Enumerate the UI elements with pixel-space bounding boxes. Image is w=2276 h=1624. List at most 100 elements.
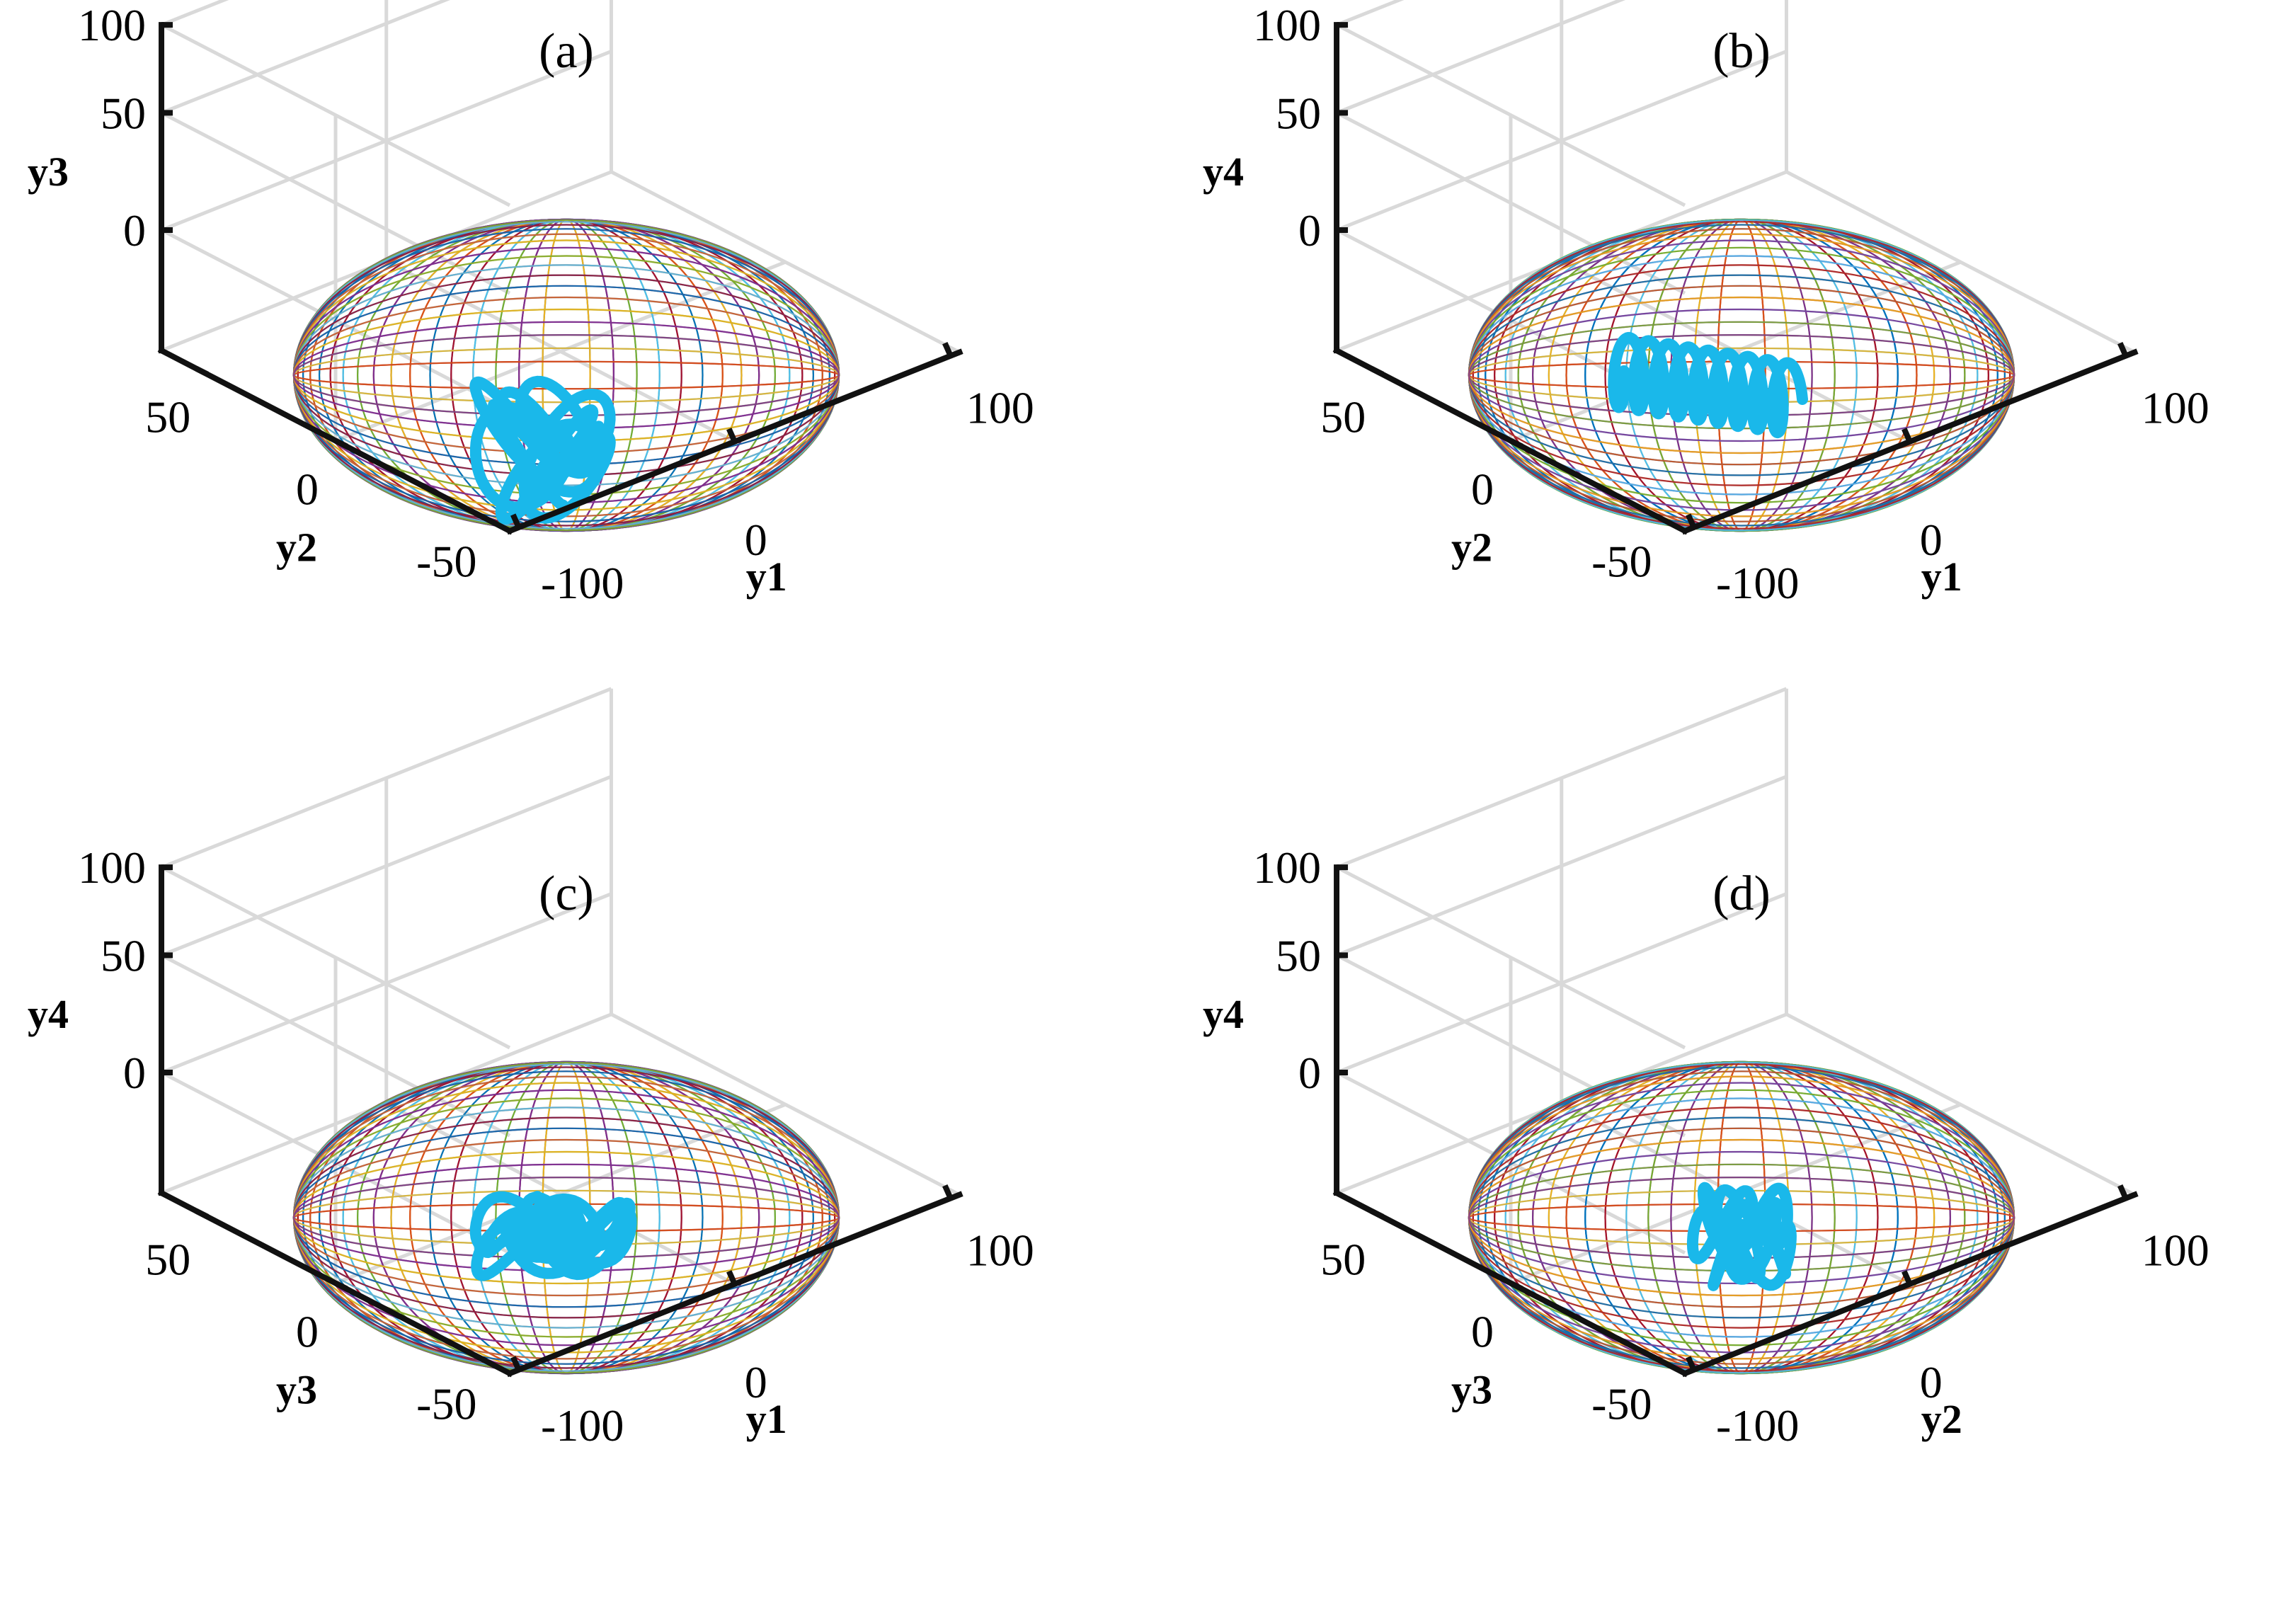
- y-tick-mark: [1370, 366, 1385, 377]
- y-tick-label: 50: [1320, 392, 1366, 442]
- x-tick-mark: [942, 1184, 954, 1200]
- y-tick-mark: [1509, 438, 1523, 450]
- y-tick-label: 50: [1320, 1235, 1366, 1285]
- wire-parallel: [292, 334, 840, 417]
- z-tick-label: 50: [101, 88, 146, 138]
- y-tick-mark: [474, 510, 488, 522]
- wire-parallel: [292, 360, 840, 390]
- x-tick-label: -100: [541, 1400, 624, 1451]
- x-tick-mark: [1902, 1270, 1913, 1286]
- y-axis-label: y3: [1451, 1367, 1492, 1413]
- y-tick-mark: [195, 366, 210, 377]
- trajectory-line: [469, 375, 616, 525]
- panel-title: (c): [539, 867, 594, 921]
- grid: [159, 0, 961, 444]
- y-tick-label: 50: [145, 392, 190, 442]
- y-tick-mark: [334, 1281, 348, 1292]
- x-tick-mark: [510, 1356, 522, 1371]
- y-tick-label: -50: [416, 1379, 476, 1429]
- z-axis-label: y4: [1203, 149, 1244, 195]
- axes: 100 50 0 50 0 -50 -100 0 100 y4 y3 y2: [1203, 842, 2209, 1451]
- x-axis-label: y2: [1921, 1396, 1962, 1442]
- z-tick-label: 100: [78, 0, 146, 50]
- z-axis-label: y4: [28, 991, 69, 1037]
- z-tick-label: 50: [1276, 88, 1321, 138]
- x-tick-label: 0: [745, 1357, 767, 1407]
- x-tick-label: 0: [1920, 1357, 1943, 1407]
- z-tick-label: 100: [1253, 842, 1321, 893]
- x-tick-label: 0: [745, 515, 767, 565]
- z-tick-label: 0: [1298, 1048, 1321, 1098]
- x-tick-mark: [726, 428, 738, 443]
- y-axis-line: [1332, 346, 1689, 535]
- x-tick-mark: [1686, 1356, 1697, 1371]
- ellipsoid-wireframe: [292, 1060, 840, 1375]
- panel-title: (d): [1712, 867, 1771, 921]
- y-tick-label: 0: [1471, 1307, 1494, 1357]
- y-axis-line: [1332, 1189, 1689, 1378]
- x-tick-mark: [2117, 342, 2129, 358]
- y-tick-mark: [195, 1208, 210, 1220]
- wire-meridian: [309, 218, 823, 532]
- z-tick-label: 100: [78, 842, 146, 893]
- panel-b: 100 50 0 50 0 -50 -100 0 100 y4 y2 y1 (b): [1203, 0, 2209, 608]
- ellipsoid-wireframe: [1468, 218, 2015, 532]
- x-tick-label: 0: [1920, 515, 1943, 565]
- x-tick-mark: [1902, 428, 1913, 443]
- y-tick-label: -50: [1591, 1379, 1652, 1429]
- x-tick-mark: [726, 1270, 738, 1286]
- y-tick-mark: [1370, 1208, 1385, 1220]
- trajectory-line: [469, 1191, 637, 1281]
- grid-line: [335, 260, 787, 442]
- wire-meridian: [429, 218, 704, 532]
- panel-title: (b): [1712, 24, 1771, 79]
- x-tick-label: -100: [541, 558, 624, 608]
- axes: 100 50 0 50 0 -50 -100 0 100 y3 y2 y1: [28, 0, 1034, 608]
- x-tick-mark: [2117, 1184, 2129, 1200]
- x-axis-label: y1: [746, 554, 787, 600]
- trajectory-line: [1608, 331, 1808, 439]
- z-tick-label: 0: [123, 205, 146, 256]
- wire-meridian: [309, 218, 823, 532]
- wire-meridian: [329, 218, 804, 532]
- y-tick-label: 0: [296, 1307, 319, 1357]
- y-tick-label: 0: [296, 464, 319, 515]
- wire-parallel: [1468, 308, 2015, 442]
- x-tick-label: 100: [2141, 383, 2209, 433]
- y-tick-mark: [1649, 510, 1663, 522]
- y-axis-label: y2: [1451, 525, 1492, 571]
- y-tick-mark: [1509, 1281, 1523, 1292]
- x-tick-label: -100: [1716, 1400, 1799, 1451]
- x-tick-mark: [942, 342, 954, 358]
- panel-d: 100 50 0 50 0 -50 -100 0 100 y4 y3 y2 (d): [1203, 687, 2209, 1451]
- wire-meridian: [429, 218, 704, 532]
- y-tick-mark: [474, 1352, 488, 1364]
- x-tick-mark: [510, 513, 522, 529]
- ellipsoid-wireframe: [292, 218, 840, 532]
- panel-title: (a): [539, 24, 594, 79]
- x-axis-label: y1: [1921, 554, 1962, 600]
- x-tick-mark: [1686, 513, 1697, 529]
- panel-a: 100 50 0 50 0 -50 -100 0 100 y3 y2 y1 (a): [28, 0, 1034, 608]
- axes: 100 50 0 50 0 -50 -100 0 100 y4 y2 y1: [1203, 0, 2209, 608]
- x-tick-label: 100: [966, 1225, 1034, 1276]
- grid-line: [1335, 865, 1686, 1050]
- panel-c: 100 50 0 50 0 -50 -100 0 100 y4 y3 y1 (c): [28, 687, 1034, 1451]
- grid-line: [1785, 1012, 2136, 1196]
- wire-meridian: [329, 218, 804, 532]
- wire-meridian: [372, 218, 760, 532]
- y-axis-label: y2: [276, 525, 317, 571]
- y-tick-label: 0: [1471, 464, 1494, 515]
- y-axis-label: y3: [276, 1367, 317, 1413]
- axes: 100 50 0 50 0 -50 -100 0 100 y4 y3 y1: [28, 842, 1034, 1451]
- z-tick-label: 50: [101, 930, 146, 980]
- grid-line: [160, 865, 511, 1050]
- z-axis-label: y4: [1203, 991, 1244, 1037]
- y-tick-mark: [334, 438, 348, 450]
- y-tick-label: -50: [416, 537, 476, 587]
- y-tick-mark: [1649, 1352, 1663, 1364]
- x-tick-label: 100: [2141, 1225, 2209, 1276]
- z-tick-label: 50: [1276, 930, 1321, 980]
- z-tick-label: 100: [1253, 0, 1321, 50]
